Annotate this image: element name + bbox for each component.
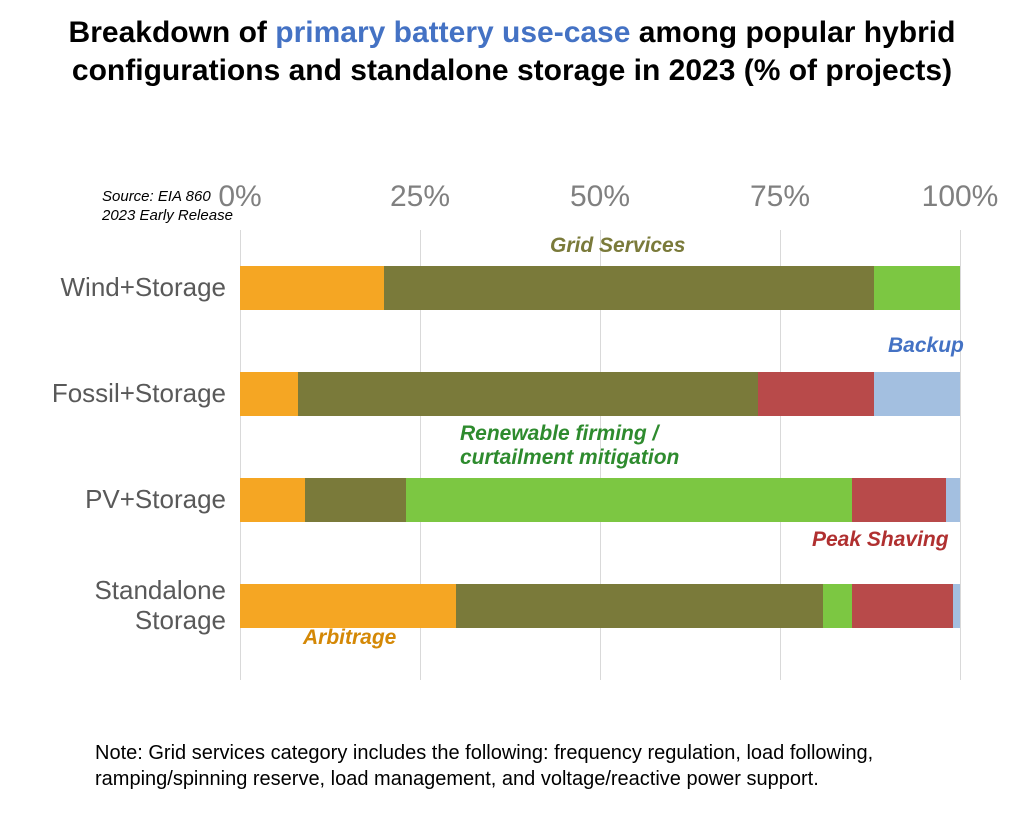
category-label: PV+Storage bbox=[40, 485, 226, 515]
series-annotation: Grid Services bbox=[550, 234, 685, 258]
stacked-bar bbox=[240, 584, 960, 628]
source-line1: Source: EIA 860 bbox=[102, 188, 233, 207]
x-axis-tick-label: 25% bbox=[390, 180, 450, 214]
bar-segment bbox=[823, 584, 852, 628]
category-label: Fossil+Storage bbox=[40, 379, 226, 409]
bar-segment bbox=[852, 478, 946, 522]
stacked-bar bbox=[240, 372, 960, 416]
bar-segment bbox=[874, 372, 960, 416]
x-axis-tick-label: 100% bbox=[922, 180, 999, 214]
title-pre: Breakdown of bbox=[69, 16, 276, 49]
bar-segment bbox=[852, 584, 953, 628]
gridline bbox=[960, 230, 961, 680]
x-axis-tick-label: 0% bbox=[218, 180, 261, 214]
bar-segment bbox=[946, 478, 960, 522]
category-label: Wind+Storage bbox=[40, 273, 226, 303]
stacked-bar bbox=[240, 266, 960, 310]
series-annotation: Peak Shaving bbox=[812, 528, 949, 552]
bar-segment bbox=[456, 584, 823, 628]
title-highlight: primary battery use-case bbox=[275, 16, 630, 49]
bar-segment bbox=[874, 266, 960, 310]
bar-segment bbox=[305, 478, 406, 522]
bar-segment bbox=[240, 584, 456, 628]
source-line2: 2023 Early Release bbox=[102, 207, 233, 226]
bar-segment bbox=[298, 372, 759, 416]
bar-segment bbox=[758, 372, 873, 416]
bar-segment bbox=[953, 584, 960, 628]
series-annotation: Arbitrage bbox=[303, 626, 396, 650]
bar-segment bbox=[406, 478, 852, 522]
bar-segment bbox=[240, 372, 298, 416]
bar-segment bbox=[384, 266, 874, 310]
bar-segment bbox=[240, 266, 384, 310]
stacked-bar bbox=[240, 478, 960, 522]
bar-segment bbox=[240, 478, 305, 522]
category-label: StandaloneStorage bbox=[40, 576, 226, 636]
x-axis-tick-label: 75% bbox=[750, 180, 810, 214]
series-annotation: Renewable firming / curtailment mitigati… bbox=[460, 422, 679, 470]
x-axis-tick-label: 50% bbox=[570, 180, 630, 214]
footnote: Note: Grid services category includes th… bbox=[95, 740, 935, 792]
series-annotation: Backup bbox=[888, 334, 964, 358]
chart-title: Breakdown of primary battery use-case am… bbox=[0, 0, 1024, 89]
chart-area: Source: EIA 860 2023 Early Release 0% 25%… bbox=[40, 170, 984, 690]
source-attribution: Source: EIA 860 2023 Early Release bbox=[102, 188, 233, 226]
